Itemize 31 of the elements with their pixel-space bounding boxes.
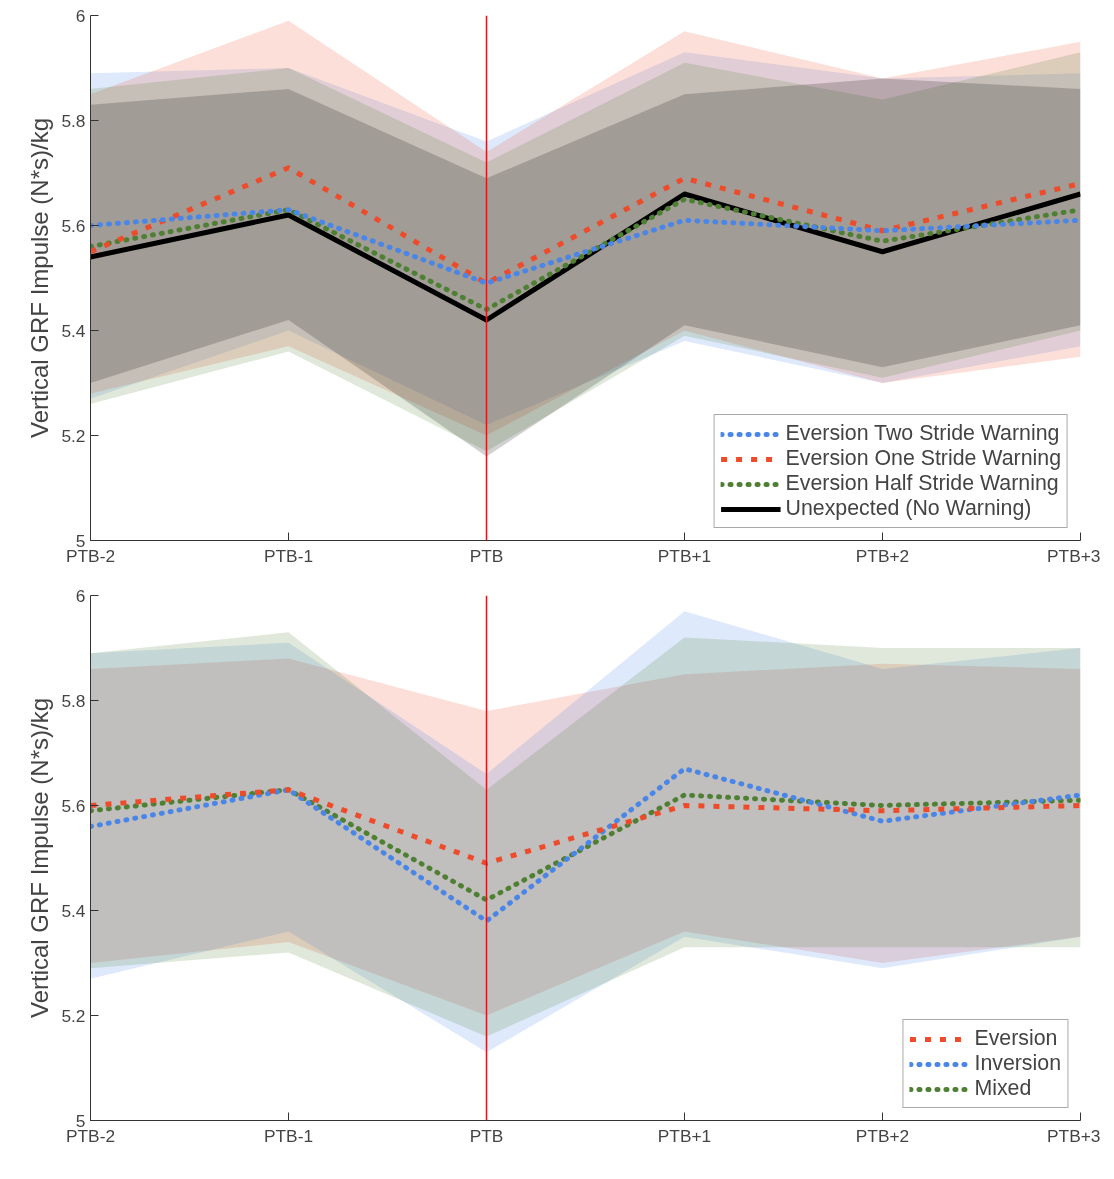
y-tick-label: 5.2 [61, 1005, 86, 1026]
x-tick-label: PTB+2 [855, 545, 910, 566]
legend-label: Eversion [974, 1026, 1058, 1051]
legend-label: Inversion [974, 1051, 1061, 1076]
y-axis-title: Vertical GRF Impulse (N*s)/kg [26, 117, 54, 439]
legend-label: Mixed [974, 1076, 1032, 1101]
x-tick-label: PTB-1 [263, 1125, 314, 1146]
y-tick-label: 5.6 [61, 215, 86, 236]
legend-label: Eversion Half Stride Warning [785, 471, 1059, 496]
y-tick-label: 5.8 [61, 690, 86, 711]
legend-label: Unexpected (No Warning) [785, 496, 1032, 521]
legend-label: Eversion One Stride Warning [785, 446, 1061, 471]
y-tick-label: 6 [75, 5, 86, 26]
y-tick-label: 5 [75, 1110, 86, 1131]
y-tick-label: 5.6 [61, 795, 86, 816]
y-tick-label: 5.4 [61, 900, 86, 921]
x-tick-label: PTB+1 [657, 545, 712, 566]
y-tick-label: 6 [75, 585, 86, 606]
y-tick-label: 5 [75, 530, 86, 551]
x-tick-label: PTB+3 [1047, 545, 1101, 566]
y-tick-label: 5.2 [61, 425, 86, 446]
y-tick-label: 5.4 [61, 320, 86, 341]
x-tick-label: PTB+3 [1047, 1125, 1101, 1146]
x-tick-label: PTB+1 [657, 1125, 712, 1146]
y-tick-label: 5.8 [61, 110, 86, 131]
x-tick-label: PTB-1 [263, 545, 314, 566]
y-axis-title: Vertical GRF Impulse (N*s)/kg [26, 697, 54, 1019]
x-tick-label: PTB+2 [855, 1125, 910, 1146]
x-tick-label: PTB [469, 545, 504, 566]
x-tick-label: PTB [469, 1125, 504, 1146]
legend-label: Eversion Two Stride Warning [785, 421, 1060, 446]
